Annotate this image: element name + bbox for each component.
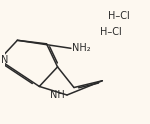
Text: N: N xyxy=(1,55,8,65)
Text: H–Cl: H–Cl xyxy=(108,11,130,21)
Text: NH: NH xyxy=(50,90,65,100)
Text: NH₂: NH₂ xyxy=(72,43,91,53)
Text: H–Cl: H–Cl xyxy=(100,27,122,37)
